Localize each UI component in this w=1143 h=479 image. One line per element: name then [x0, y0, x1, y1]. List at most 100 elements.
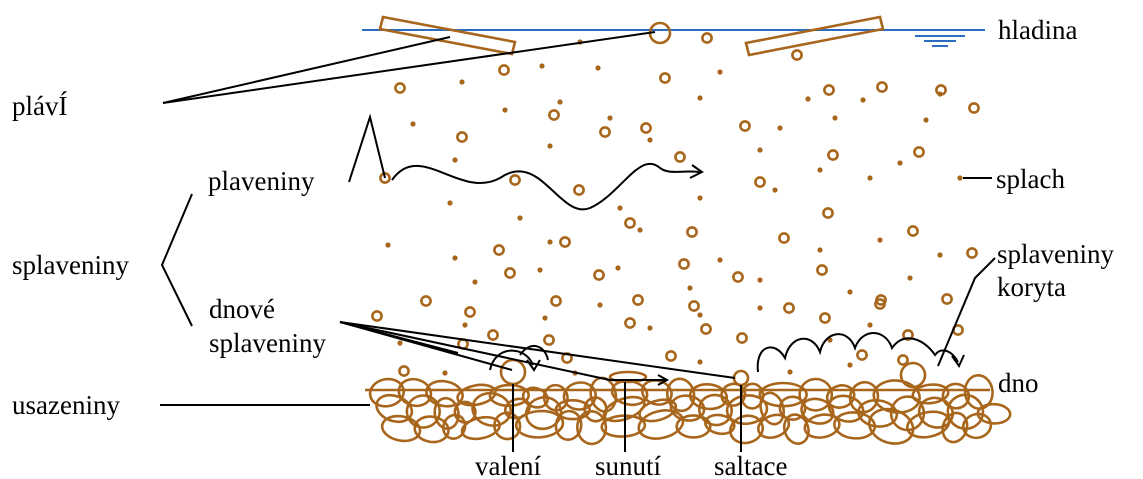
- suspended-dot: [687, 285, 693, 291]
- suspended-ring: [941, 293, 953, 305]
- suspended-ring: [543, 334, 555, 346]
- suspended-dot: [805, 96, 811, 102]
- suspended-dot: [787, 369, 793, 375]
- suspended-dot: [937, 252, 943, 258]
- suspended-dot: [867, 322, 873, 328]
- pebble: [524, 396, 563, 431]
- suspended-ring: [678, 258, 690, 270]
- label-splach: splach: [996, 164, 1065, 194]
- pebble: [704, 413, 736, 436]
- suspended-dot: [547, 239, 553, 245]
- label-splaveniny-koryta-2: koryta: [997, 272, 1066, 302]
- suspended-dot: [697, 312, 703, 318]
- leader-lines: [160, 31, 996, 452]
- label-dnove-2: splaveniny: [209, 328, 326, 358]
- suspended-dot: [772, 187, 778, 193]
- pebble: [941, 411, 969, 444]
- pebble: [638, 398, 678, 423]
- pebble: [729, 414, 764, 445]
- suspended-dot: [817, 247, 823, 253]
- pebble: [405, 394, 441, 429]
- label-splaveniny: splaveniny: [12, 250, 129, 280]
- suspended-ring: [816, 264, 828, 276]
- suspended-ring: [913, 146, 925, 158]
- suspended-ring: [739, 120, 751, 132]
- pebble: [669, 394, 706, 422]
- suspended-dot: [472, 279, 478, 285]
- pebble: [833, 411, 877, 440]
- pebble: [867, 407, 915, 445]
- suspended-dot: [717, 69, 723, 75]
- suspended-ring: [701, 32, 713, 44]
- suspended-ring: [674, 151, 686, 163]
- suspended-dot: [757, 147, 763, 153]
- saltation-path: [756, 332, 959, 373]
- suspended-ring: [754, 176, 766, 188]
- suspended-ring: [827, 149, 839, 161]
- label-plavi: plávÍ: [12, 91, 67, 121]
- label-saltace: saltace: [714, 451, 787, 479]
- pebble: [456, 383, 497, 407]
- suspended-dot: [595, 65, 601, 71]
- suspended-dot: [832, 115, 838, 121]
- pebble: [803, 413, 841, 439]
- label-dnove-1: dnové: [209, 294, 275, 324]
- suspended-ring: [966, 247, 978, 259]
- suspended-dot: [607, 115, 613, 121]
- suspended-ring: [394, 82, 406, 94]
- suspended-dot: [847, 289, 853, 295]
- saltation-arrowhead: [951, 354, 965, 369]
- suspended-dot: [597, 302, 603, 308]
- suspended-dot: [757, 277, 763, 283]
- suspended-dot: [697, 195, 703, 201]
- pebble: [442, 413, 467, 440]
- suspended-ring: [935, 84, 947, 96]
- pebble: [906, 410, 951, 439]
- suspended-dot: [462, 322, 468, 328]
- pebble: [825, 384, 856, 409]
- pebble: [493, 411, 522, 441]
- pebble: [514, 409, 565, 439]
- suspended-ring: [659, 72, 671, 84]
- suspended-ring: [686, 226, 698, 238]
- label-plaveniny: plaveniny: [208, 166, 315, 196]
- suspended-ring: [736, 332, 748, 344]
- suspended-ring: [493, 244, 505, 256]
- suspended-ring: [902, 329, 914, 341]
- suspended-ring: [573, 184, 585, 196]
- pebble: [720, 382, 747, 407]
- suspended-ring: [624, 217, 636, 229]
- suspended-dot: [442, 370, 448, 376]
- suspended-ring: [640, 122, 652, 134]
- suspended-dot: [647, 137, 653, 143]
- pebble: [675, 414, 712, 439]
- suspension-arrowhead: [689, 164, 704, 179]
- pebble: [460, 415, 502, 441]
- pebble: [941, 382, 971, 410]
- suspended-ring: [783, 302, 795, 314]
- pebble: [380, 414, 422, 443]
- suspended-dot: [557, 99, 563, 105]
- pebble: [917, 396, 955, 429]
- suspended-ring: [379, 172, 391, 184]
- suspended-ring: [819, 312, 831, 324]
- label-sunuti: sunutí: [595, 451, 662, 479]
- pebble: [759, 391, 786, 426]
- suspended-dot: [637, 227, 643, 233]
- suspended-ring: [487, 329, 499, 341]
- suspended-ring: [897, 354, 909, 366]
- label-hladina: hladina: [998, 15, 1077, 45]
- suspended-dot: [757, 305, 763, 311]
- suspended-ring: [856, 349, 868, 361]
- suspension-path: [391, 162, 701, 211]
- pebble: [542, 383, 569, 412]
- suspended-dot: [397, 340, 403, 346]
- suspended-dot: [452, 157, 458, 163]
- suspended-dot: [847, 362, 853, 368]
- suspended-dot: [539, 63, 545, 69]
- pebble: [698, 393, 733, 427]
- pebble: [872, 379, 921, 414]
- pebble: [665, 377, 696, 413]
- pebble: [562, 381, 597, 411]
- suspended-ring: [907, 225, 919, 237]
